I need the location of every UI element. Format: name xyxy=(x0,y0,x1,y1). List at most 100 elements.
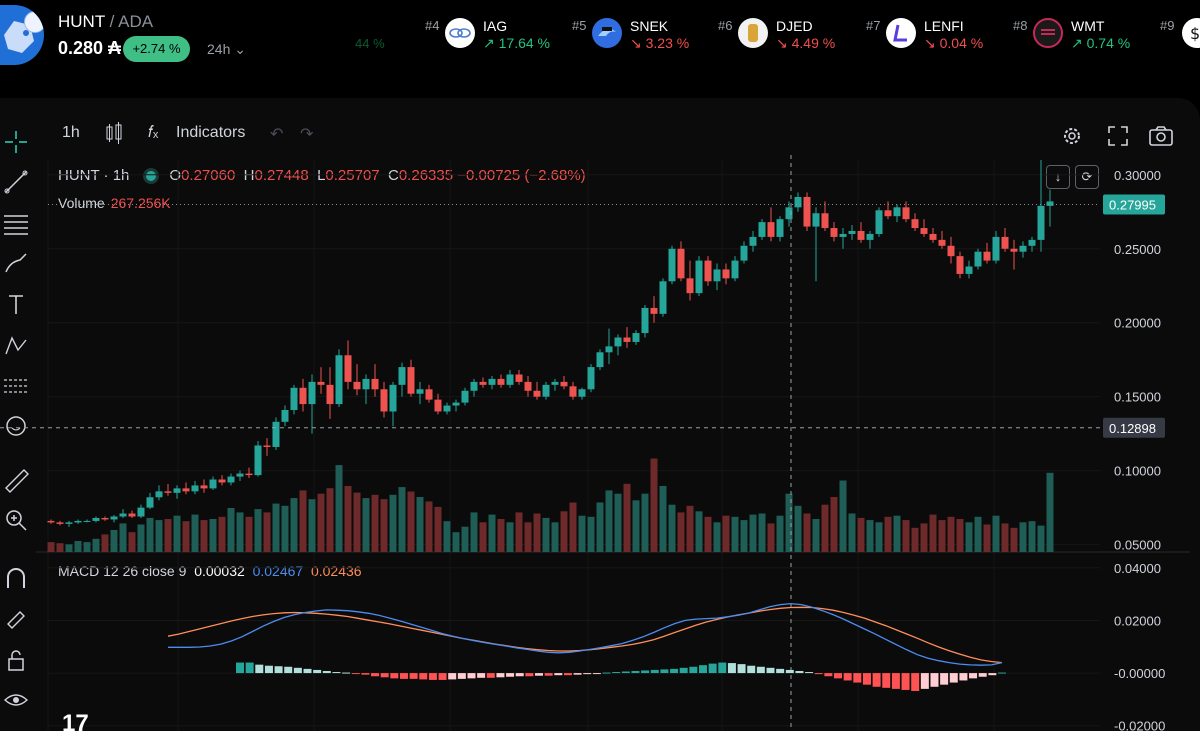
ticker-item-djed[interactable]: #6 DJED ↘ 4.49 % xyxy=(718,14,858,54)
volume-bar xyxy=(713,522,721,552)
ticker-item-9[interactable]: #9 $ xyxy=(1160,14,1200,54)
ticker-symbol: IAG xyxy=(483,18,508,34)
ticker-rank: #5 xyxy=(572,18,587,33)
prediction-icon[interactable] xyxy=(2,372,30,400)
volume-bar xyxy=(749,514,757,552)
volume-bar xyxy=(470,512,478,552)
crosshair-price-label: 0.12898 xyxy=(1109,421,1156,436)
macd-histogram-bar xyxy=(399,673,408,679)
macd-hist-value: 0.00032 xyxy=(194,563,245,579)
macd-histogram-bar xyxy=(872,673,881,687)
brush-icon[interactable] xyxy=(2,250,30,278)
candle-body xyxy=(893,207,901,217)
ticker-item-snek[interactable]: #5 SNEK ↘ 3.23 % xyxy=(572,14,712,54)
candle-body xyxy=(299,387,307,405)
magnet-icon[interactable] xyxy=(2,564,30,592)
lock-icon[interactable] xyxy=(2,646,30,674)
indicators-button[interactable]: Indicators xyxy=(176,124,246,141)
volume-bar xyxy=(947,516,955,552)
macd-histogram-bar xyxy=(544,673,553,676)
volume-bar xyxy=(218,516,226,552)
redo-icon[interactable]: ↷ xyxy=(300,126,314,143)
pattern-icon[interactable] xyxy=(2,332,30,360)
volume-bar xyxy=(245,516,253,552)
macd-line xyxy=(168,602,1003,666)
zoom-in-icon[interactable] xyxy=(2,506,30,534)
scroll-down-icon[interactable]: ↓ xyxy=(1046,165,1070,189)
volume-bar xyxy=(839,480,847,552)
macd-histogram-bar xyxy=(834,673,843,679)
candle-body xyxy=(812,213,820,227)
ticker-change: ↘ 3.23 % xyxy=(630,35,690,51)
candle-body xyxy=(452,402,460,406)
undo-icon[interactable]: ↶ xyxy=(270,126,284,143)
text-icon[interactable] xyxy=(2,290,30,318)
volume-bar xyxy=(263,512,271,552)
volume-bar xyxy=(362,498,370,552)
macd-histogram-bar xyxy=(467,673,476,679)
candle-body xyxy=(281,409,289,422)
candle-body xyxy=(992,236,1000,261)
volume-bar xyxy=(956,519,964,552)
macd-histogram-bar xyxy=(891,673,900,689)
fx-icon[interactable]: 𝑓ₓ xyxy=(148,124,159,141)
crosshair-price-badge xyxy=(1103,417,1165,438)
macd-histogram-bar xyxy=(448,673,457,680)
candle-body xyxy=(965,266,973,274)
volume-bar xyxy=(389,494,397,552)
candle-body xyxy=(380,389,388,412)
interval-button[interactable]: 1h xyxy=(62,124,80,141)
volume-bar xyxy=(767,523,775,552)
candle-body xyxy=(101,517,109,520)
macd-histogram-bar xyxy=(602,672,611,674)
macd-histogram-bar xyxy=(631,670,640,674)
candle-body xyxy=(47,520,55,523)
volume-bar xyxy=(434,506,442,552)
eye-icon[interactable] xyxy=(2,686,30,714)
candle-body xyxy=(290,387,298,410)
volume-bar xyxy=(119,523,127,552)
macd-tick-label: 0.02000 xyxy=(1114,613,1161,628)
candle-body xyxy=(317,381,325,385)
macd-name: MACD 12 26 close 9 xyxy=(58,563,187,579)
macd-histogram-bar xyxy=(882,673,891,688)
macd-signal-value: 0.02436 xyxy=(310,563,362,579)
volume-bar xyxy=(929,514,937,552)
quote-label: / ADA xyxy=(109,12,154,31)
lock-pencil-icon[interactable] xyxy=(2,604,30,632)
fib-lines-icon[interactable] xyxy=(2,210,30,238)
ticker-item-lenfi[interactable]: #7 LENFI ↘ 0.04 % xyxy=(866,14,1006,54)
candle-body xyxy=(695,260,703,294)
volume-bar xyxy=(290,498,298,552)
ticker-rank: #6 xyxy=(718,18,733,33)
volume-bar xyxy=(965,522,973,552)
timeframe-dropdown[interactable]: 24h ⌄ xyxy=(207,41,246,57)
macd-histogram-bar xyxy=(486,673,495,678)
collapse-icon[interactable]: ⟳ xyxy=(1075,165,1099,189)
volume-bar xyxy=(200,520,208,552)
candle-body xyxy=(830,228,838,237)
volume-label: Volume xyxy=(58,195,105,211)
volume-bar xyxy=(704,516,712,552)
ticker-item-wmt[interactable]: #8 WMT ↗ 0.74 % xyxy=(1013,14,1153,54)
trendline-icon[interactable] xyxy=(2,168,30,196)
ruler-icon[interactable] xyxy=(2,466,30,494)
macd-histogram-bar xyxy=(477,673,486,678)
macd-histogram-bar xyxy=(274,666,283,674)
candle-body xyxy=(497,378,505,385)
candle-body xyxy=(209,479,217,489)
candle-body xyxy=(218,479,226,483)
emoji-icon[interactable] xyxy=(2,412,30,440)
crosshair-icon[interactable] xyxy=(2,128,30,156)
candle-body xyxy=(677,248,685,279)
volume-bar xyxy=(74,541,82,552)
volume-bar xyxy=(722,515,730,552)
candle-body xyxy=(704,260,712,282)
volume-bar xyxy=(92,538,100,552)
volume-bar xyxy=(614,493,622,552)
ticker-item-iag[interactable]: #4 IAG ↗ 17.64 % xyxy=(425,14,565,54)
volume-bar xyxy=(812,519,820,552)
volume-bar xyxy=(326,488,334,552)
ticker-symbol: LENFI xyxy=(924,18,964,34)
